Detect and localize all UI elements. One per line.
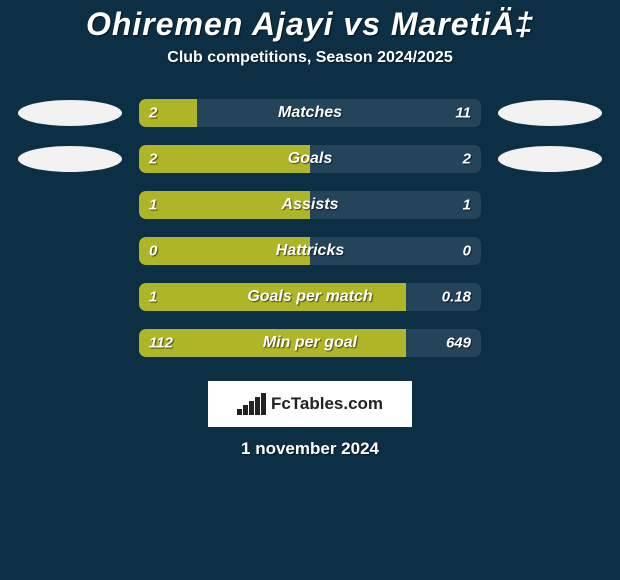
stat-bar: Min per goal 112 649 [139, 329, 481, 357]
stat-bar: Matches 2 11 [139, 99, 481, 127]
logo-bar [249, 401, 254, 415]
side-spacer [18, 192, 122, 218]
stat-rows: Matches211Goals22Assists11Hattricks00Goa… [18, 99, 602, 375]
logo-bar [243, 405, 248, 415]
side-spacer [498, 284, 602, 310]
page-title: Ohiremen Ajayi vs MaretiÄ‡ [86, 6, 534, 43]
side-spacer [18, 330, 122, 356]
stat-value-left: 112 [149, 335, 173, 352]
side-spacer [18, 238, 122, 264]
stat-row: Hattricks 0 0 [18, 237, 602, 265]
stat-value-left: 2 [149, 151, 157, 168]
stat-bar-fill [139, 145, 310, 173]
stat-row: Goals 2 2 [18, 145, 602, 173]
stat-value-left: 1 [149, 197, 157, 214]
player2-oval [498, 146, 602, 172]
logo-box: FcTables.com [208, 381, 412, 427]
stat-value-right: 2 [463, 151, 471, 168]
player2-oval [498, 100, 602, 126]
side-spacer [498, 330, 602, 356]
logo-bar [237, 409, 242, 415]
stat-row: Goals per match 1 0.18 [18, 283, 602, 311]
player1-oval [18, 146, 122, 172]
stat-label: Goals [288, 150, 332, 168]
logo-text: FcTables.com [271, 394, 383, 414]
stat-row: Assists 1 1 [18, 191, 602, 219]
stat-row: Min per goal 112 649 [18, 329, 602, 357]
stat-bar: Assists 1 1 [139, 191, 481, 219]
stat-bar-fill [139, 99, 197, 127]
stat-row: Matches 2 11 [18, 99, 602, 127]
stat-value-left: 2 [149, 105, 157, 122]
stat-value-right: 0.18 [442, 289, 471, 306]
stat-label: Hattricks [276, 242, 344, 260]
side-spacer [498, 238, 602, 264]
player1-oval [18, 100, 122, 126]
stat-value-right: 649 [446, 335, 471, 352]
side-spacer [498, 192, 602, 218]
subtitle: Club competitions, Season 2024/2025 [167, 49, 452, 67]
comparison-card: Ohiremen Ajayi vs MaretiÄ‡ Club competit… [0, 0, 620, 580]
logo-bar [255, 397, 260, 415]
stat-value-right: 11 [455, 105, 471, 122]
stat-value-left: 1 [149, 289, 157, 306]
logo-bar [261, 393, 266, 415]
stat-label: Assists [282, 196, 339, 214]
stat-label: Min per goal [263, 334, 357, 352]
stat-value-right: 0 [463, 243, 471, 260]
stat-label: Matches [278, 104, 342, 122]
stat-label: Goals per match [247, 288, 372, 306]
date-text: 1 november 2024 [241, 439, 379, 459]
stat-value-right: 1 [463, 197, 471, 214]
side-spacer [18, 284, 122, 310]
stat-bar: Goals per match 1 0.18 [139, 283, 481, 311]
stat-bar: Hattricks 0 0 [139, 237, 481, 265]
stat-bar: Goals 2 2 [139, 145, 481, 173]
stat-value-left: 0 [149, 243, 157, 260]
logo-chart-icon [237, 393, 265, 415]
